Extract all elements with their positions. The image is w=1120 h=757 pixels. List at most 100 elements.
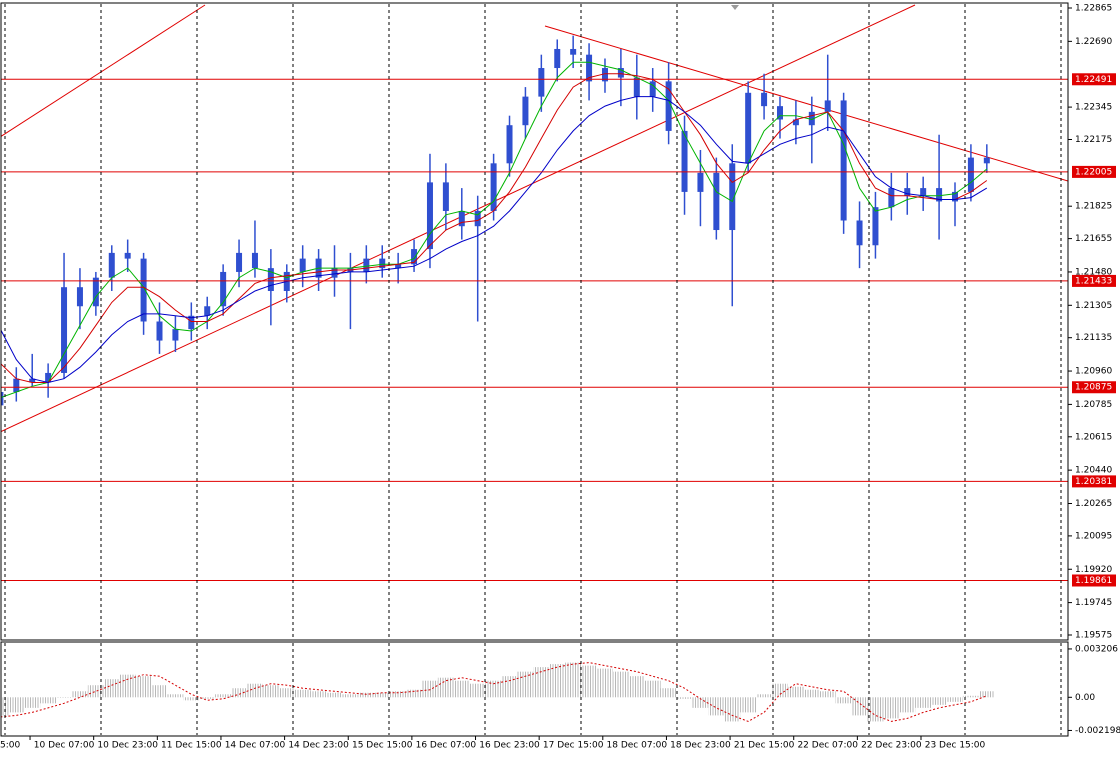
histogram-bar (24, 697, 41, 708)
histogram-bar (501, 676, 518, 698)
trend-line (1, 4, 206, 137)
candle-body (697, 172, 704, 192)
y-tick-label: 1.22175 (1075, 135, 1112, 145)
y-tick-label: 1.21305 (1075, 301, 1112, 311)
x-tick-label: 18 Dec 23:00 (670, 741, 731, 751)
candle-body (872, 207, 879, 246)
y-tick-label: 1.20095 (1075, 531, 1112, 541)
histogram-bar (962, 695, 979, 698)
histogram-bar (978, 691, 995, 698)
histogram-bar (151, 685, 168, 698)
y-tick-label: 1.20265 (1075, 499, 1112, 509)
candle-body (395, 264, 402, 269)
histogram-bar (612, 671, 629, 698)
y-tick-label: 1.20960 (1075, 367, 1112, 377)
candle-body (251, 252, 258, 269)
candle-body (729, 163, 736, 231)
candle-body (1, 392, 4, 406)
histogram-bar (899, 697, 916, 713)
candle-body (363, 258, 370, 272)
candle-body (474, 210, 481, 227)
y-tick-label: 0.00 (1075, 693, 1095, 703)
histogram-bar (310, 691, 327, 698)
candle-body (792, 119, 799, 126)
candle-body (156, 321, 163, 341)
moving-average (1, 96, 988, 384)
histogram-bar (278, 688, 295, 698)
x-tick-label: 15 Dec 15:00 (352, 741, 413, 751)
candle-body (538, 68, 545, 97)
candle-body (442, 182, 449, 211)
y-tick-label: 1.22865 (1075, 4, 1112, 14)
candle-body (299, 258, 306, 272)
candle-body (824, 100, 831, 112)
level-label-box (1072, 274, 1116, 287)
price-pane (1, 4, 1068, 581)
y-tick-label: 1.20785 (1075, 400, 1112, 410)
candle-body (856, 220, 863, 246)
histogram-bar (931, 697, 947, 705)
histogram-bar (294, 689, 311, 698)
histogram-bar (692, 697, 709, 708)
histogram-bar (469, 683, 486, 698)
level-label: 1.19861 (1075, 576, 1112, 586)
candle-body (808, 111, 815, 126)
x-tick-label: 21 Dec 15:00 (734, 741, 795, 751)
level-label: 1.21433 (1075, 276, 1112, 286)
candle-body (776, 106, 783, 120)
trend-line (1, 4, 916, 433)
histogram-bar (1, 697, 9, 716)
x-tick-label: 5:00 (0, 741, 20, 751)
y-tick-label: 1.19745 (1075, 598, 1112, 608)
histogram-bar (326, 692, 343, 698)
level-label: 1.20875 (1075, 383, 1112, 393)
histogram-bar (167, 694, 184, 698)
histogram-bar (215, 694, 232, 698)
candle-body (681, 130, 688, 192)
histogram-bar (803, 689, 820, 698)
trend-line (544, 25, 1068, 182)
candle-body (554, 48, 561, 69)
moving-average (1, 61, 988, 399)
candle-body (188, 315, 195, 330)
histogram-bar (581, 665, 597, 698)
histogram-bar (867, 697, 884, 722)
candle-body (633, 77, 640, 97)
histogram-bar (374, 692, 391, 698)
level-label-box (1072, 381, 1116, 394)
candle-body (29, 378, 36, 383)
x-tick-label: 14 Dec 23:00 (288, 741, 349, 751)
candle-body (522, 96, 529, 126)
candle-body (983, 157, 990, 164)
x-tick-label: 18 Dec 07:00 (607, 741, 668, 751)
x-tick-label: 16 Dec 23:00 (479, 741, 540, 751)
candle-body (76, 287, 83, 307)
candle-body (904, 188, 911, 196)
y-tick-label: 0.003206 (1075, 644, 1118, 654)
level-label-box (1072, 574, 1116, 587)
histogram-bar (262, 685, 279, 698)
candle-body (665, 81, 672, 131)
histogram-bar (628, 676, 645, 698)
histogram-bar (135, 676, 152, 698)
histogram-bar (342, 694, 359, 698)
candle-body (379, 258, 386, 269)
shift-marker (731, 5, 739, 10)
histogram-bar (71, 691, 88, 698)
signal-line (1, 662, 987, 722)
candle-body (952, 191, 958, 202)
price-pane-border (0, 2, 1069, 641)
histogram-bar (231, 688, 247, 698)
histogram-bar (596, 668, 613, 698)
histogram-bar (87, 685, 104, 698)
histogram-bar (915, 697, 932, 708)
level-label: 1.22005 (1075, 167, 1112, 177)
x-tick-label: 17 Dec 15:00 (543, 741, 604, 751)
y-tick-label: -0.002198 (1075, 726, 1120, 736)
candle-body (490, 163, 497, 211)
candle-body (745, 92, 752, 164)
histogram-bar (565, 662, 582, 698)
candle-body (936, 188, 943, 202)
histogram-bar (851, 697, 868, 716)
candle-body (570, 48, 577, 55)
